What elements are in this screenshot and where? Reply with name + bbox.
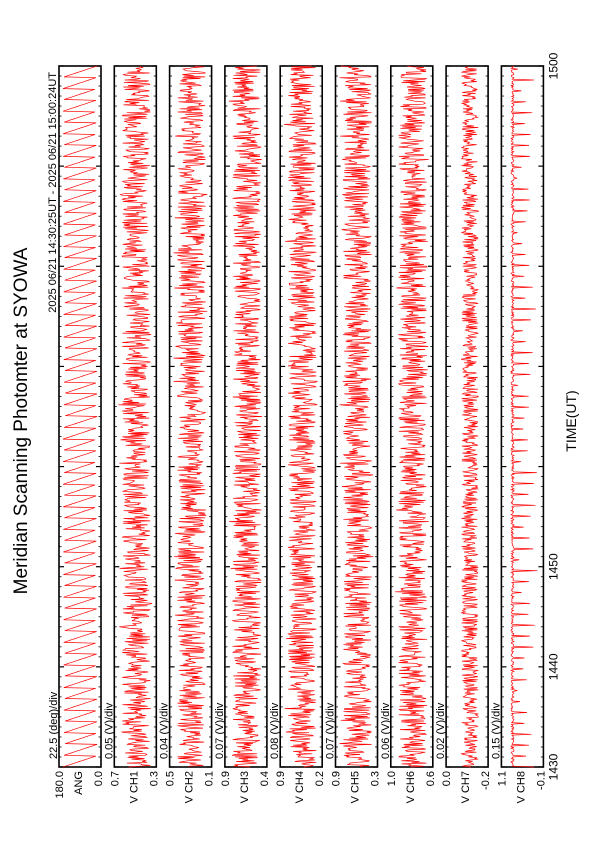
panel-channel-label: V CH6 <box>405 771 417 803</box>
panel-scale-label: 0.04 (V)/div <box>159 702 171 759</box>
panel-scale-label: 0.15 (V)/div <box>490 702 502 759</box>
panel-ytick-bottom: -0.1 <box>535 771 547 790</box>
panel-6: 0.07 (V)/div 0.9 0.3 V CH5 <box>325 65 382 803</box>
panel-ytick-bottom: 0.0 <box>93 771 105 786</box>
panel-trace <box>173 65 208 768</box>
panel-2: 0.05 (V)/div 0.7 0.3 V CH1 <box>103 65 160 803</box>
panel-scale-label: 0.05 (V)/div <box>103 702 115 759</box>
panel-ytick-bottom: 0.1 <box>204 771 216 786</box>
panel-scale-label: 0.06 (V)/div <box>380 702 392 759</box>
panel-5: 0.08 (V)/div 0.9 0.2 V CH4 <box>269 65 326 803</box>
panel-trace <box>339 65 374 768</box>
panel-7: 0.06 (V)/div 1.0 0.6 V CH6 <box>380 65 437 803</box>
panel-channel-label: V CH5 <box>350 771 362 803</box>
panel-ytick-top: 0.9 <box>220 771 232 786</box>
panel-8: 0.02 (V)/div 0.0 -0.2 V CH7 <box>435 65 492 803</box>
panel-channel-label: ANG <box>73 771 85 795</box>
panel-ytick-top: 1.0 <box>386 771 398 786</box>
panel-ytick-bottom: 0.2 <box>314 771 326 786</box>
x-tick-label: 1500 <box>546 52 560 79</box>
panel-9: 0.15 (V)/div 1.1 -0.1 V CH8 <box>490 65 547 803</box>
panel-trace <box>509 65 538 768</box>
panel-ytick-bottom: 0.3 <box>370 771 382 786</box>
panel-channel-label: V CH2 <box>184 771 196 803</box>
x-tick-label: 1450 <box>546 553 560 580</box>
panel-ytick-bottom: 0.3 <box>148 771 160 786</box>
panel-channel-label: V CH1 <box>128 771 140 803</box>
panel-1: 22.5 (deg)/div 180.0 0.0 ANG <box>48 65 105 799</box>
panel-ytick-top: 0.9 <box>275 771 287 786</box>
panel-3: 0.04 (V)/div 0.5 0.1 V CH2 <box>159 65 216 803</box>
panel-trace <box>228 65 263 768</box>
panels-group: 22.5 (deg)/div 180.0 0.0 ANG 0.05 (V)/div 0.7… <box>48 65 547 803</box>
panel-scale-label: 0.07 (V)/div <box>325 702 337 759</box>
panel-channel-label: V CH7 <box>460 771 472 803</box>
x-axis-label: TIME(UT) <box>563 390 579 451</box>
panel-ytick-top: 0.0 <box>441 771 453 786</box>
panel-channel-label: V CH3 <box>239 771 251 803</box>
panel-ytick-bottom: 0.6 <box>425 771 437 786</box>
panel-4: 0.07 (V)/div 0.9 0.4 V CH3 <box>214 65 271 803</box>
x-ticks-group: 1430 1440 1450 1500 <box>546 52 560 780</box>
panel-ytick-top: 180.0 <box>54 771 66 799</box>
panel-ytick-top: 0.5 <box>165 771 177 786</box>
panel-channel-label: V CH4 <box>294 771 306 803</box>
panel-channel-label: V CH8 <box>515 771 527 803</box>
time-range-label: 2025 06/21 14:30:25UT - 2025 06/21 15:00… <box>47 72 59 313</box>
x-tick-label: 1430 <box>546 753 560 780</box>
panel-scale-label: 0.02 (V)/div <box>435 702 447 759</box>
panel-ytick-bottom: 0.4 <box>259 771 271 786</box>
panel-frame <box>279 65 324 768</box>
panel-trace <box>62 65 98 768</box>
x-tick-label: 1440 <box>546 653 560 680</box>
panel-scale-label: 0.08 (V)/div <box>269 702 281 759</box>
panel-ytick-top: 1.1 <box>496 771 508 786</box>
chart-title: Meridian Scanning Photomter at SYOWA <box>11 247 32 594</box>
panel-trace <box>118 65 153 768</box>
panel-trace <box>460 65 480 768</box>
panel-ytick-top: 0.7 <box>109 771 121 786</box>
panel-trace <box>394 65 429 768</box>
panel-scale-label: 0.07 (V)/div <box>214 702 226 759</box>
panel-ytick-top: 0.9 <box>331 771 343 786</box>
panel-frame <box>500 65 545 768</box>
panel-ytick-bottom: -0.2 <box>480 771 492 790</box>
panel-scale-label: 22.5 (deg)/div <box>48 691 60 759</box>
panel-trace <box>284 65 318 768</box>
